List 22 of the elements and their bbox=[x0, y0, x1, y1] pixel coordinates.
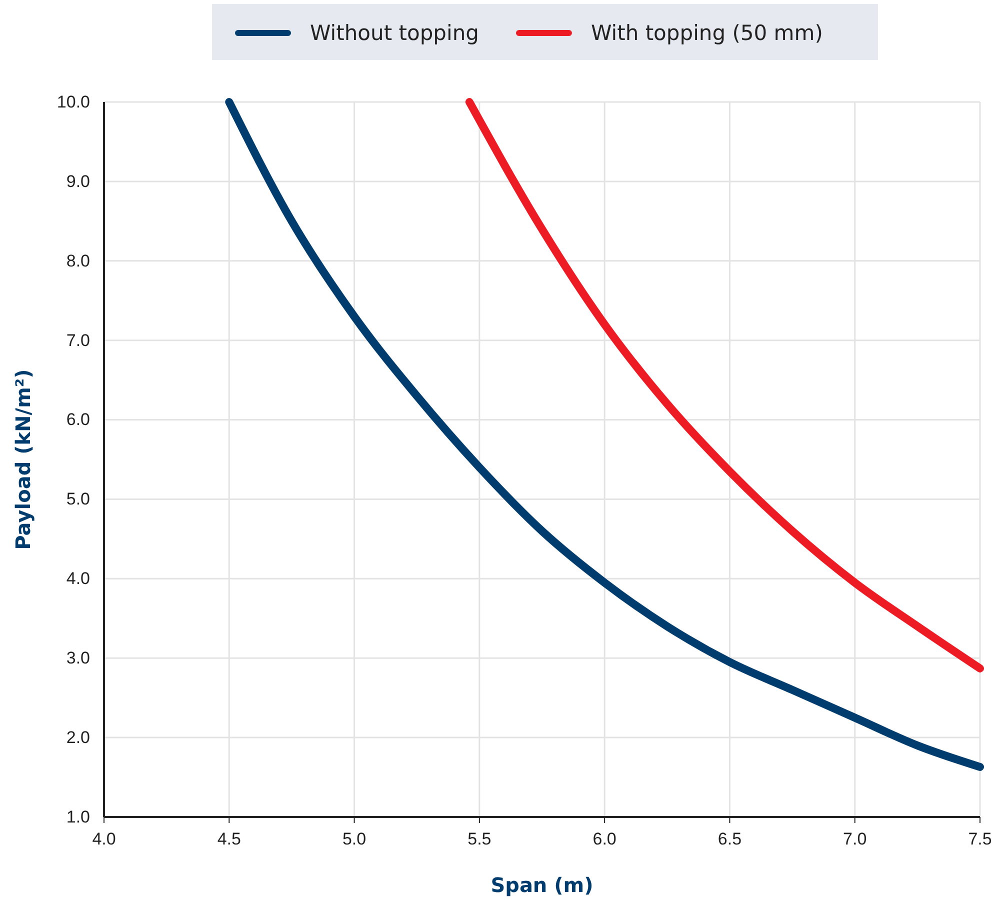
x-tick-label: 7.0 bbox=[843, 830, 867, 849]
x-axis-title: Span (m) bbox=[490, 873, 594, 897]
y-tick-label: 9.0 bbox=[66, 172, 90, 191]
x-tick-label: 6.0 bbox=[592, 830, 616, 849]
legend-label: With topping (50 mm) bbox=[590, 21, 823, 45]
y-tick-label: 8.0 bbox=[66, 251, 90, 270]
y-tick-label: 5.0 bbox=[66, 490, 90, 509]
y-tick-label: 3.0 bbox=[66, 648, 90, 668]
y-tick-label: 2.0 bbox=[66, 728, 90, 747]
x-tick-label: 4.5 bbox=[217, 830, 241, 849]
y-tick-label: 6.0 bbox=[66, 410, 90, 430]
y-axis-title: Payload (kN/m²) bbox=[11, 369, 35, 550]
x-tick-label: 6.5 bbox=[718, 830, 742, 849]
y-tick-label: 1.0 bbox=[66, 807, 90, 826]
x-tick-label: 4.0 bbox=[92, 830, 116, 849]
legend-label: Without topping bbox=[310, 21, 479, 45]
x-tick-label: 5.5 bbox=[468, 830, 492, 849]
y-tick-label: 10.0 bbox=[56, 92, 90, 112]
y-tick-label: 4.0 bbox=[66, 569, 90, 588]
x-tick-label: 7.5 bbox=[968, 830, 992, 849]
x-tick-label: 5.0 bbox=[342, 830, 366, 849]
y-tick-label: 7.0 bbox=[66, 330, 90, 350]
